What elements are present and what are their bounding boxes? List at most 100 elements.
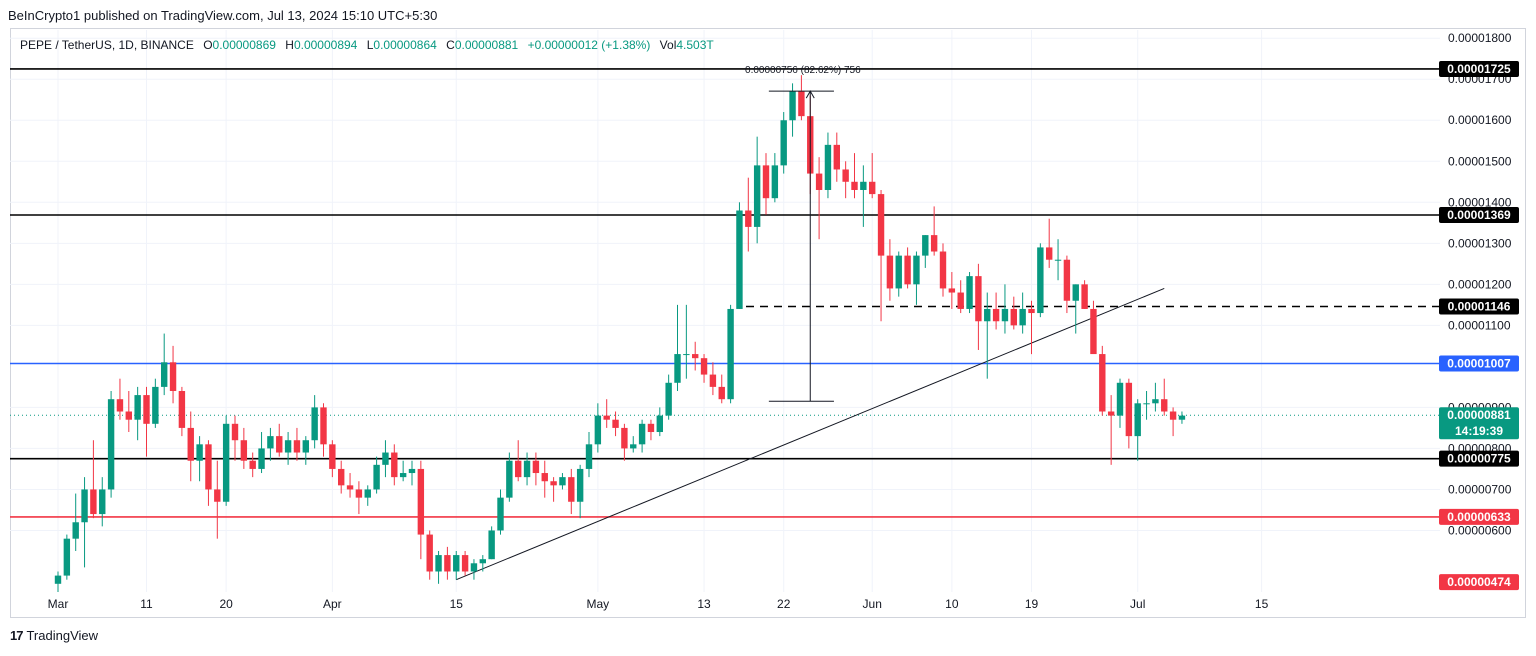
candle (886, 239, 894, 301)
candle-body (833, 144, 840, 170)
candle-body (930, 235, 938, 252)
candle-body (1046, 247, 1053, 260)
x-axis: Mar 11 20 Apr 15 May 13 22 Jun 10 19 Jul 15 (48, 597, 1269, 611)
level-lines (10, 68, 1440, 518)
candle (603, 399, 610, 428)
tradingview-logo-icon: 17 (10, 628, 24, 643)
candle (143, 386, 150, 457)
volume-label: Vol (659, 38, 677, 52)
bottom-price-tag-label: 0.00000474 (1447, 575, 1511, 589)
candle (506, 452, 513, 502)
candle (196, 436, 203, 482)
candle-body (399, 473, 407, 478)
candle-body (1001, 308, 1009, 322)
candle (895, 251, 902, 297)
candle (930, 206, 938, 256)
candle (594, 403, 602, 453)
candle-body (107, 399, 115, 490)
candle-body (603, 415, 610, 420)
candle-body (81, 489, 88, 523)
candle (753, 136, 761, 244)
level-0.00000775-tag (1439, 450, 1519, 467)
candle-body (1072, 284, 1079, 301)
candle (1090, 300, 1097, 355)
level-0.00001369-tag (1439, 207, 1519, 224)
candle-body (1169, 411, 1177, 420)
candle-body (948, 288, 956, 293)
candle-body (771, 165, 779, 199)
candle-body (134, 395, 141, 420)
candle-body (453, 555, 460, 572)
y-tick-label: 0.00001100 (1448, 318, 1511, 332)
candle (585, 432, 593, 478)
x-tick-label: 20 (219, 597, 233, 611)
candle (178, 386, 186, 437)
candle (568, 468, 575, 515)
candle (461, 550, 469, 576)
candle (674, 304, 681, 391)
candle (320, 403, 327, 457)
candle-body (860, 181, 867, 190)
candle (913, 251, 920, 305)
candle-body (798, 91, 805, 117)
candle (169, 345, 177, 404)
candle (72, 493, 79, 551)
candle (771, 153, 779, 203)
measure-label: 0.00000756 (82.62%) 756 (745, 65, 861, 76)
candle (54, 571, 62, 592)
trendline-layer (456, 287, 1165, 581)
candle (214, 460, 221, 539)
x-tick-label: 15 (450, 597, 464, 611)
candle-body (851, 181, 858, 190)
candle-body (391, 452, 398, 478)
candles-layer (54, 75, 1186, 592)
candle (470, 559, 478, 580)
candle (984, 292, 991, 379)
candle (736, 202, 743, 309)
candle-body (99, 489, 106, 515)
candle (727, 304, 734, 404)
last-price-tag-label: 0.00000881 (1447, 408, 1511, 422)
volume-value: 4.503T (676, 38, 714, 52)
candle (240, 427, 248, 469)
candle-body (692, 354, 699, 359)
candle (249, 452, 256, 478)
candle (638, 419, 646, 453)
candle-body (515, 460, 522, 478)
candle (1063, 255, 1071, 314)
candle-body (824, 144, 832, 190)
candle (267, 427, 274, 461)
candle (1099, 345, 1106, 416)
level-0.00001725-tag-label: 0.00001725 (1447, 62, 1511, 76)
y-tick-label: 0.00001200 (1448, 277, 1512, 291)
candle-body (877, 194, 885, 256)
x-tick-label: 13 (697, 597, 711, 611)
open-value: 0.00000869 (212, 38, 276, 52)
candle-body (1019, 308, 1026, 326)
candle-body (550, 481, 557, 486)
candle-body (205, 444, 212, 490)
candle-body (152, 386, 159, 424)
candle (860, 165, 867, 227)
candle-body (1152, 399, 1159, 404)
candle (99, 477, 106, 527)
candle-body (815, 173, 823, 190)
bottom-price-tag (1439, 574, 1519, 591)
level-0.00001725-tag (1439, 60, 1519, 77)
symbol-label[interactable]: PEPE / TetherUS, 1D, BINANCE (20, 38, 194, 52)
candle-body (683, 354, 690, 356)
candle-body (665, 382, 672, 416)
candle (284, 432, 292, 465)
candle-body (957, 292, 964, 309)
x-tick-label: 22 (777, 597, 791, 611)
candle (116, 378, 124, 420)
y-tick-label: 0.00001800 (1448, 31, 1512, 45)
candle-body (585, 444, 593, 469)
candle-body (178, 390, 186, 428)
candle (1081, 280, 1088, 309)
tradingview-footer[interactable]: 17 TradingView (10, 628, 98, 643)
candle (329, 440, 336, 478)
candle (293, 427, 301, 461)
ohlc-legend: PEPE / TetherUS, 1D, BINANCE O0.00000869… (20, 38, 720, 52)
